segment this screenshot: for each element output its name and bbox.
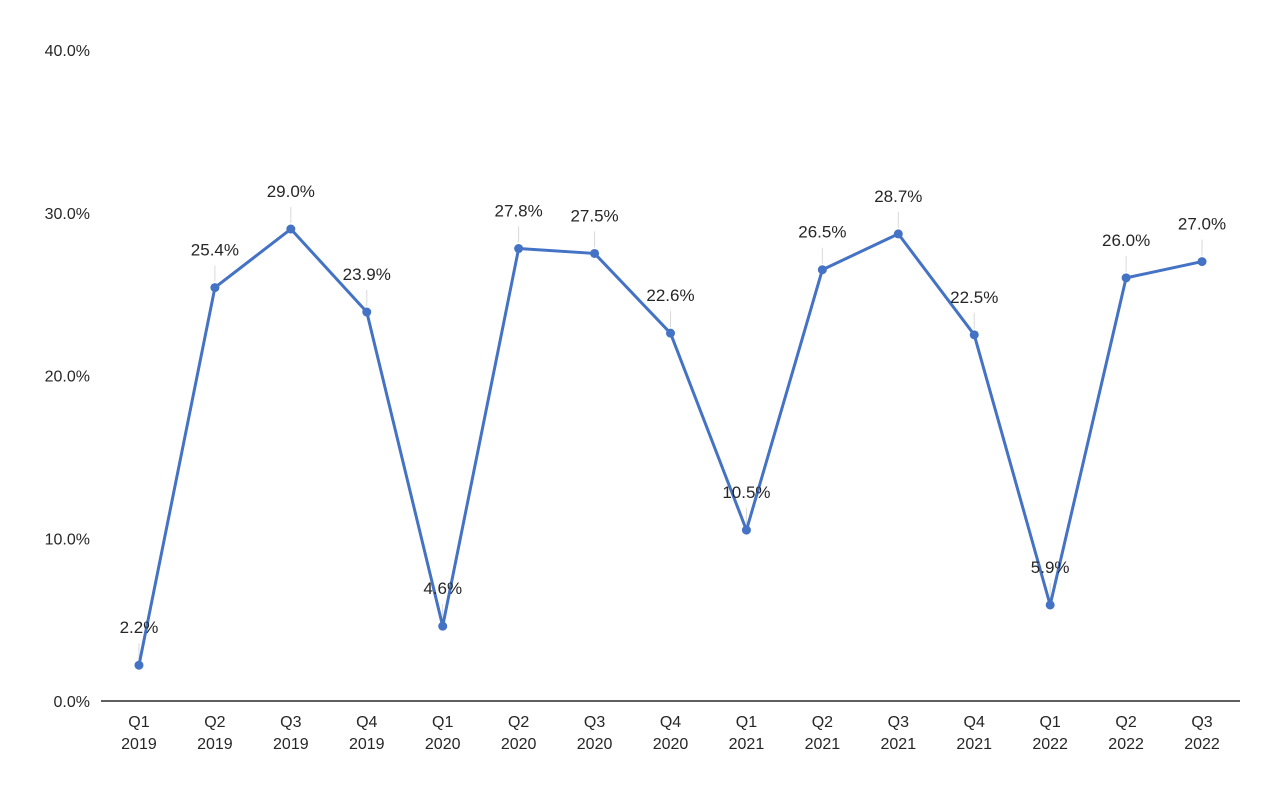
x-tick-label-quarter: Q2 xyxy=(812,714,833,731)
data-label: 22.5% xyxy=(950,288,998,307)
data-point xyxy=(286,224,296,234)
data-point xyxy=(893,229,903,239)
data-label: 25.4% xyxy=(191,241,239,260)
x-tick-label-year: 2021 xyxy=(729,736,765,753)
x-tick-label-quarter: Q2 xyxy=(204,714,225,731)
data-point xyxy=(1121,273,1131,283)
data-label: 22.6% xyxy=(646,286,694,305)
data-label: 27.0% xyxy=(1178,215,1226,234)
x-tick-label-year: 2019 xyxy=(273,736,309,753)
x-tick-label-year: 2022 xyxy=(1184,736,1220,753)
x-tick-label-year: 2019 xyxy=(197,736,233,753)
x-tick-label-year: 2021 xyxy=(881,736,917,753)
x-tick-label-quarter: Q4 xyxy=(964,714,985,731)
x-tick-label-year: 2020 xyxy=(577,736,613,753)
data-label: 4.6% xyxy=(423,579,462,598)
data-label: 27.5% xyxy=(570,206,618,225)
x-tick-label-year: 2019 xyxy=(349,736,385,753)
data-label: 10.5% xyxy=(722,483,770,502)
data-point xyxy=(741,525,751,535)
y-tick-label: 10.0% xyxy=(45,531,90,548)
x-tick-label-year: 2022 xyxy=(1108,736,1144,753)
data-point xyxy=(1197,257,1207,267)
series-group xyxy=(134,224,1207,670)
x-tick-label-quarter: Q3 xyxy=(584,714,605,731)
data-label: 2.2% xyxy=(120,618,159,637)
y-tick-label: 20.0% xyxy=(45,369,90,386)
x-tick-label-year: 2020 xyxy=(653,736,689,753)
data-point xyxy=(362,307,372,317)
data-label: 5.9% xyxy=(1031,558,1070,577)
x-tick-label-quarter: Q2 xyxy=(508,714,529,731)
x-tick-label-quarter: Q4 xyxy=(356,714,377,731)
x-tick-label-quarter: Q1 xyxy=(736,714,757,731)
data-label: 27.8% xyxy=(495,202,543,221)
data-label: 23.9% xyxy=(343,265,391,284)
x-tick-label-year: 2021 xyxy=(805,736,841,753)
data-point xyxy=(817,265,827,275)
y-tick-label: 30.0% xyxy=(45,206,90,223)
x-tick-label-quarter: Q4 xyxy=(660,714,681,731)
x-tick-label-year: 2020 xyxy=(425,736,461,753)
x-tick-label-year: 2019 xyxy=(121,736,157,753)
data-label-leaders xyxy=(138,207,1203,660)
data-point xyxy=(969,330,979,340)
data-point xyxy=(134,660,144,670)
x-tick-label-quarter: Q3 xyxy=(888,714,909,731)
data-point xyxy=(590,248,600,258)
x-tick-label-year: 2022 xyxy=(1032,736,1068,753)
data-point xyxy=(210,283,220,293)
x-tick-label-quarter: Q1 xyxy=(1039,714,1060,731)
x-tick-label-quarter: Q3 xyxy=(280,714,301,731)
y-tick-label: 40.0% xyxy=(45,43,90,60)
x-tick-label-quarter: Q1 xyxy=(128,714,149,731)
y-axis-ticks: 0.0% 10.0% 20.0% 30.0% 40.0% xyxy=(45,43,90,711)
data-label: 29.0% xyxy=(267,182,315,201)
x-axis-ticks: Q1 2019 Q2 2019 Q3 2019 Q4 2019 Q1 2020 Q2 2020 Q3 20… xyxy=(121,714,1220,753)
data-label: 26.5% xyxy=(798,223,846,242)
x-tick-label-quarter: Q3 xyxy=(1191,714,1212,731)
data-point xyxy=(438,621,448,631)
data-point xyxy=(1045,600,1055,610)
data-label: 28.7% xyxy=(874,187,922,206)
data-labels: 2.2% 25.4% 29.0% 23.9% 4.6% 27.8% 27.5% 22.6% 10… xyxy=(120,182,1227,637)
data-point xyxy=(666,328,675,338)
x-tick-label-quarter: Q2 xyxy=(1115,714,1136,731)
x-tick-label-quarter: Q1 xyxy=(432,714,453,731)
x-tick-label-year: 2020 xyxy=(501,736,537,753)
data-point xyxy=(514,244,524,254)
y-tick-label: 0.0% xyxy=(54,694,90,711)
x-tick-label-year: 2021 xyxy=(956,736,992,753)
data-label: 26.0% xyxy=(1102,231,1150,250)
